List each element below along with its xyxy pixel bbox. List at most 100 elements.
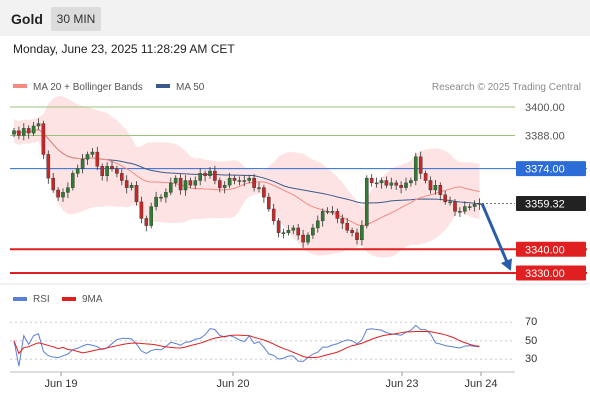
candle-body [154, 196, 158, 207]
legend-ma20-label: MA 20 + Bollinger Bands [33, 82, 143, 93]
candle-body [46, 154, 51, 179]
candle-body [438, 185, 443, 195]
candle-body [467, 206, 472, 208]
candle-body [414, 156, 418, 181]
candle-body [271, 208, 276, 222]
candle-body [222, 185, 227, 188]
candle-body [193, 180, 198, 186]
candle-body [247, 177, 252, 181]
candle-body [164, 192, 168, 198]
level-label-bg [516, 195, 586, 211]
candle-body [227, 177, 232, 186]
legend-9ma-label: 9MA [82, 294, 103, 305]
candle-body [316, 220, 320, 229]
level-label-bg [516, 265, 586, 281]
candle-body [379, 180, 384, 184]
candle-body [66, 187, 70, 193]
candle-body [61, 192, 65, 198]
candle-body [448, 201, 452, 204]
candle-body [428, 180, 433, 191]
candle-body [311, 227, 315, 236]
level-label: 3400.00 [525, 102, 565, 114]
level-label-bg [516, 161, 586, 177]
candle-body [458, 211, 462, 213]
candle-body [232, 177, 237, 181]
level-label: 3388.00 [525, 130, 565, 142]
level-label-bg [516, 241, 586, 257]
candle-body [56, 189, 60, 198]
x-tick-label: Jun 23 [385, 378, 418, 390]
bollinger-band [14, 95, 480, 258]
rsi-ma-line [13, 330, 480, 359]
timeframe-button[interactable]: 30 MIN [51, 7, 101, 31]
x-tick-label: Jun 20 [216, 378, 249, 390]
header-bar: Gold 30 MIN [0, 0, 590, 36]
candle-body [262, 187, 266, 198]
candle-body [350, 230, 354, 233]
candle-body [85, 154, 90, 160]
candle-body [100, 166, 104, 176]
candle-body [409, 180, 413, 184]
candle-body [119, 173, 124, 181]
candle-body [168, 182, 173, 193]
candle-body [394, 182, 399, 186]
candle-body [80, 158, 85, 169]
candle-body [178, 177, 183, 191]
candle-body [51, 177, 55, 191]
candle-body [384, 180, 389, 186]
x-tick-label: Jun 24 [464, 378, 497, 390]
candle-body [110, 166, 114, 169]
legend-ma50-label: MA 50 [176, 82, 205, 93]
rsi-tick-70: 70 [525, 316, 537, 328]
candle-body [325, 211, 330, 213]
candle-body [276, 220, 281, 233]
candle-body [443, 194, 448, 203]
level-label: 3374.00 [525, 164, 565, 176]
candle-body [335, 211, 340, 219]
forecast-arrow-head [500, 258, 512, 271]
candle-body [36, 123, 41, 127]
candle-body [198, 173, 203, 181]
level-label: 3359.32 [525, 198, 565, 210]
datetime-label: Monday, June 23, 2025 11:28:29 AM CET [13, 42, 235, 56]
candle-body [208, 170, 212, 176]
candle-body [203, 173, 207, 176]
legend-rsi-swatch [13, 297, 27, 301]
candle-body [41, 123, 46, 155]
candle-body [213, 170, 217, 181]
candle-body [418, 156, 423, 174]
candle-body [369, 177, 374, 184]
candle-body [477, 203, 482, 205]
candle-body [95, 151, 100, 167]
level-label: 3330.00 [525, 268, 565, 280]
candle-body [404, 182, 408, 188]
candle-body [70, 173, 75, 188]
candle-body [188, 180, 193, 186]
legend-ma50-swatch [156, 84, 170, 88]
candle-body [374, 182, 379, 185]
level-label: 3340.00 [525, 244, 565, 256]
candle-body [267, 196, 271, 210]
candle-body [22, 128, 26, 136]
candle-body [463, 206, 467, 212]
candle-body [31, 125, 36, 134]
candle-body [296, 227, 301, 236]
candle-body [144, 218, 149, 226]
candle-body [17, 130, 21, 136]
candle-body [149, 206, 154, 226]
candle-body [472, 204, 477, 207]
candle-body [129, 185, 134, 188]
candle-body [242, 180, 247, 182]
candle-body [134, 185, 139, 203]
candle-body [237, 180, 242, 182]
candle-body [124, 180, 129, 188]
ma20-line [13, 128, 480, 227]
legend-9ma-swatch [62, 297, 76, 301]
rsi-line [13, 324, 480, 367]
candle-body [306, 234, 310, 243]
level-label-bg [516, 127, 586, 143]
candle-body [320, 211, 325, 222]
candle-body [105, 166, 109, 176]
candle-body [291, 227, 296, 231]
